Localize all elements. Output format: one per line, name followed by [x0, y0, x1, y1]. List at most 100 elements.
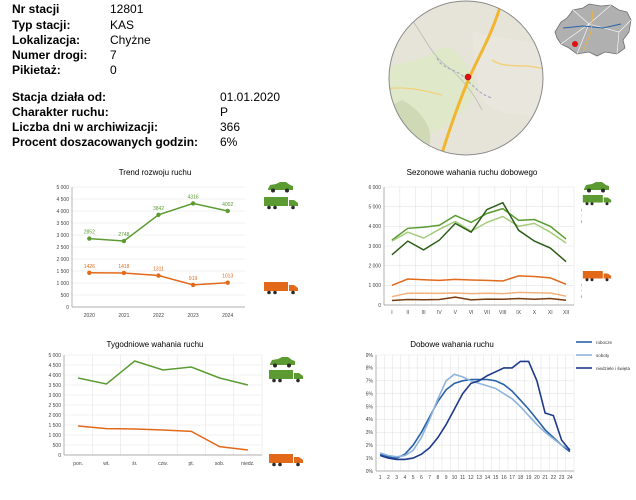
- data-point: [225, 208, 230, 214]
- data-label: 2748: [118, 232, 129, 238]
- y-tick-label: 6%: [366, 391, 374, 397]
- car-icon: [268, 182, 293, 193]
- y-tick-label: 3%: [366, 430, 374, 436]
- legend-entry: soboty: [581, 213, 582, 218]
- series-line: [78, 425, 248, 451]
- chart-title: Dobowe wahania ruchu: [410, 340, 494, 349]
- x-tick-label: 2021: [118, 313, 129, 319]
- y-tick-label: 0: [378, 303, 381, 309]
- x-tick-label: 13: [476, 475, 482, 481]
- label-lokalizacja: Lokalizacja:: [12, 33, 81, 47]
- data-point: [190, 282, 196, 288]
- truck-icon: [269, 454, 303, 467]
- x-tick-label: VIII: [499, 310, 507, 316]
- label-numer-drogi: Numer drogi:: [12, 48, 88, 62]
- x-tick-label: 2: [387, 475, 390, 481]
- y-tick-label: 3 500: [48, 383, 61, 389]
- data-point: [156, 273, 161, 278]
- data-point: [121, 238, 127, 244]
- value-nr-stacji: 12801: [110, 2, 144, 16]
- x-tick-label: 23: [559, 475, 565, 481]
- series-line: [77, 360, 249, 386]
- truck-icon: [264, 282, 298, 295]
- region-inset-map: [554, 3, 632, 57]
- legend-entry: niedziele i święta: [581, 294, 582, 299]
- y-tick-label: 3 000: [48, 393, 61, 399]
- x-tick-label: 6: [420, 475, 423, 481]
- x-tick-label: 2020: [84, 313, 95, 319]
- data-point: [87, 236, 92, 241]
- x-tick-label: 20: [534, 475, 540, 481]
- x-tick-label: IX: [516, 310, 521, 316]
- legend-entry: dni robocze: [581, 282, 582, 287]
- series-line: [379, 360, 571, 461]
- series-line: [379, 378, 571, 459]
- series-line: [391, 201, 567, 263]
- x-tick-label: 7: [428, 475, 431, 481]
- data-label: 2852: [84, 230, 95, 236]
- y-tick-label: 4%: [366, 417, 374, 423]
- x-tick-label: czw.: [158, 461, 168, 467]
- chart-trend: Trend rozwoju ruchu 0 500 1 000 1 500 2 000 2 …: [56, 168, 245, 319]
- data-point: [225, 280, 230, 285]
- x-tick-label: X: [533, 310, 537, 316]
- x-tick-label: XII: [563, 310, 569, 316]
- y-tick-label: 0: [66, 305, 69, 311]
- x-tick-label: 18: [518, 475, 524, 481]
- x-tick-label: VI: [469, 310, 474, 316]
- legend-entry: niedziele i święta: [581, 219, 582, 224]
- chart-title: Sezonowe wahania ruchu dobowego: [407, 168, 538, 177]
- y-tick-label: 0%: [366, 469, 374, 475]
- x-tick-label: 22: [551, 475, 557, 481]
- y-tick-label: 9%: [366, 353, 374, 359]
- y-tick-label: 7%: [366, 379, 374, 385]
- x-tick-label: 19: [526, 475, 532, 481]
- series-line: [391, 296, 567, 302]
- y-tick-label: 2 000: [368, 263, 381, 269]
- x-tick-label: 24: [567, 475, 573, 481]
- data-point: [156, 212, 161, 217]
- x-tick-label: pt.: [189, 461, 195, 467]
- y-tick-label: 5 000: [48, 353, 61, 359]
- y-tick-label: 2 500: [48, 403, 61, 409]
- y-tick-label: 3 000: [368, 244, 381, 250]
- chart-title: Trend rozwoju ruchu: [119, 168, 192, 177]
- data-label: 4002: [222, 202, 233, 208]
- y-tick-label: 2 000: [48, 413, 61, 419]
- series-line: [391, 215, 567, 244]
- y-tick-label: 1 000: [56, 281, 69, 287]
- y-tick-label: 1 000: [368, 283, 381, 289]
- value-numer-drogi: 7: [110, 48, 117, 62]
- chart-weekly: Tygodniowe wahania ruchu 0 500 1 000 1 500 2 …: [48, 340, 263, 467]
- x-tick-label: 2023: [188, 313, 199, 319]
- x-tick-label: 21: [542, 475, 548, 481]
- chart-seasonal: Sezonowe wahania ruchu dobowego 0 1 000 2 0…: [368, 168, 582, 316]
- x-tick-label: wt.: [103, 461, 109, 467]
- data-point: [121, 270, 127, 276]
- label-liczba-dni: Liczba dni w archiwizacji:: [12, 120, 159, 134]
- y-tick-label: 5 000: [368, 204, 381, 210]
- data-label: 3842: [153, 206, 164, 212]
- station-marker: [464, 73, 472, 81]
- x-tick-label: XI: [548, 310, 553, 316]
- y-tick-label: 2 500: [56, 245, 69, 251]
- data-label: 4316: [188, 194, 199, 200]
- value-procent-godzin: 6%: [220, 135, 238, 149]
- x-tick-label: 10: [452, 475, 458, 481]
- data-label: 1426: [84, 264, 95, 270]
- data-point: [87, 270, 92, 275]
- truck-icon: [582, 271, 612, 282]
- data-point: [190, 201, 196, 206]
- x-tick-label: 5: [412, 475, 415, 481]
- series-line: [391, 207, 567, 241]
- x-tick-label: 12: [468, 475, 474, 481]
- label-typ-stacji: Typ stacji:: [12, 18, 71, 32]
- y-tick-label: 2%: [366, 443, 374, 449]
- car-icon: [584, 182, 609, 193]
- y-tick-label: 4 500: [48, 363, 61, 369]
- legend-entry: niedziele i święta: [596, 366, 631, 371]
- inset-station-marker: [572, 41, 578, 47]
- label-procent-godzin: Procent doszacowanych godzin:: [12, 135, 199, 149]
- truck-icon: [264, 197, 298, 210]
- series-line: [391, 275, 567, 286]
